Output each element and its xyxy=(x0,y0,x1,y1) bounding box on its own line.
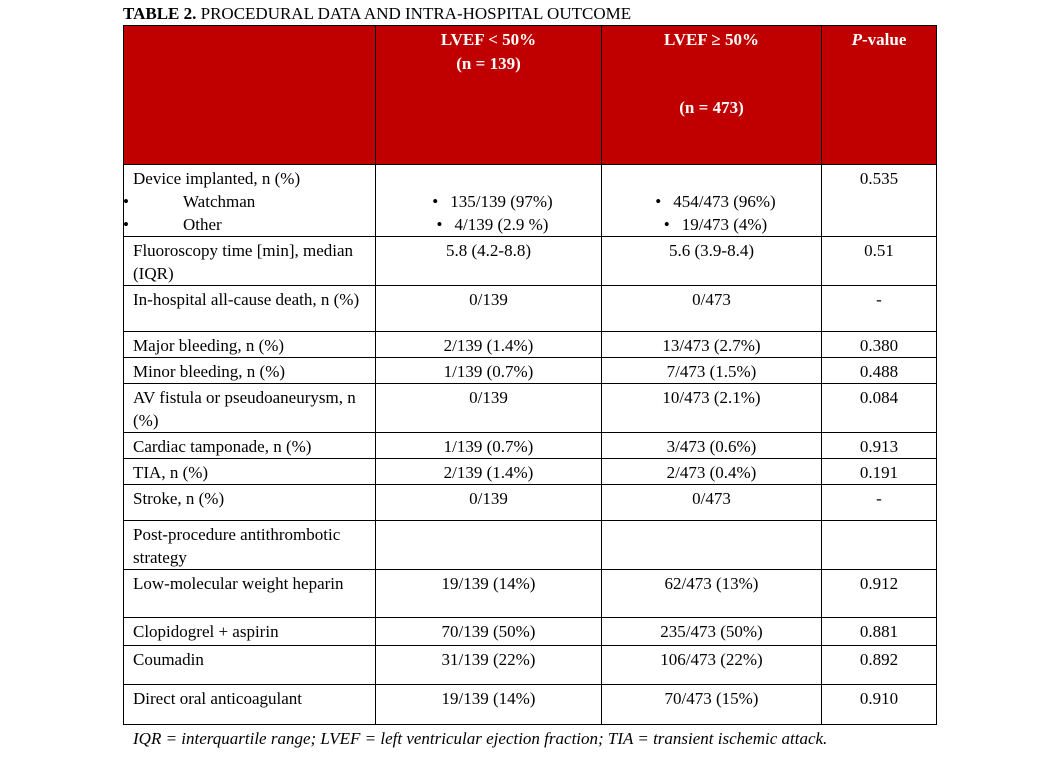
title-text: PROCEDURAL DATA AND INTRA-HOSPITAL OUTCO… xyxy=(200,4,632,23)
table-cell: Coumadin xyxy=(123,645,376,685)
table-cell: 0.488 xyxy=(821,357,937,384)
table-row: Post-procedure antithrombotic strategy xyxy=(123,520,937,570)
table-cell: TIA, n (%) xyxy=(123,458,376,485)
table-cell: 1/139 (0.7%) xyxy=(375,357,602,384)
header-cell: P-value xyxy=(821,25,937,165)
header-cell: LVEF ≥ 50% (n = 473) xyxy=(601,25,822,165)
table-cell xyxy=(375,520,602,570)
table-cell: 5.8 (4.2-8.8) xyxy=(375,236,602,286)
list-item: 454/473 (96%) xyxy=(606,190,817,213)
table-cell: 0/139 xyxy=(375,484,602,521)
table-cell: 2/139 (1.4%) xyxy=(375,331,602,358)
table-cell: 0.912 xyxy=(821,569,937,618)
header-row: LVEF < 50% (n = 139) LVEF ≥ 50% (n = 473) … xyxy=(123,25,937,165)
table-cell: Direct oral anticoagulant xyxy=(123,684,376,725)
document: TABLE 2. PROCEDURAL DATA AND INTRA-HOSPI… xyxy=(123,0,937,750)
table-cell: 2/139 (1.4%) xyxy=(375,458,602,485)
table-cell: 0/139 xyxy=(375,285,602,332)
table-row: Direct oral anticoagulant 19/139 (14%) 70/… xyxy=(123,684,937,725)
table-cell: In-hospital all-cause death, n (%) xyxy=(123,285,376,332)
table-cell: 0.191 xyxy=(821,458,937,485)
table-cell xyxy=(601,520,822,570)
table-cell: 2/473 (0.4%) xyxy=(601,458,822,485)
header-text: LVEF ≥ 50% xyxy=(664,30,759,49)
list-item: 135/139 (97%) xyxy=(380,190,597,213)
header-text: (n = 473) xyxy=(679,98,744,117)
table: LVEF < 50% (n = 139) LVEF ≥ 50% (n = 473) … xyxy=(123,25,937,725)
table-row: In-hospital all-cause death, n (%) 0/139 0… xyxy=(123,285,937,332)
table-cell: 0.910 xyxy=(821,684,937,725)
table-row: Stroke, n (%) 0/139 0/473- xyxy=(123,484,937,521)
table-cell: 31/139 (22%) xyxy=(375,645,602,685)
footnote: IQR = interquartile range; LVEF = left v… xyxy=(133,729,828,748)
table-row: Device implanted, n (%) WatchmanOther 13… xyxy=(123,164,937,237)
table-cell: 0/473 xyxy=(601,484,822,521)
table-row: Minor bleeding, n (%) 1/139 (0.7%) 7/473 (… xyxy=(123,357,937,384)
table-cell: 1/139 (0.7%) xyxy=(375,432,602,459)
table-cell: 3/473 (0.6%) xyxy=(601,432,822,459)
table-row: TIA, n (%) 2/139 (1.4%) 2/473 (0.4%) 0.191 xyxy=(123,458,937,485)
table-cell: - xyxy=(821,285,937,332)
table-cell: 0.913 xyxy=(821,432,937,459)
table-cell: 235/473 (50%) xyxy=(601,617,822,646)
list-item: Other xyxy=(157,213,371,236)
table-cell: 0/139 xyxy=(375,383,602,433)
header-text: -value xyxy=(862,30,907,49)
table-cell: Cardiac tamponade, n (%) xyxy=(123,432,376,459)
header-text: (n = 139) xyxy=(456,54,521,73)
table-cell: AV fistula or pseudoaneurysm, n (%) xyxy=(123,383,376,433)
table-cell: 5.6 (3.9-8.4) xyxy=(601,236,822,286)
title-label: TABLE 2. xyxy=(123,4,197,23)
table-row: Clopidogrel + aspirin 70/139 (50%) 235/473… xyxy=(123,617,937,646)
table-cell: Clopidogrel + aspirin xyxy=(123,617,376,646)
header-text: LVEF < 50% xyxy=(440,30,537,49)
table-cell: 0.892 xyxy=(821,645,937,685)
table-row: Fluoroscopy time [min], median (IQR) 5.8 … xyxy=(123,236,937,286)
list-item: Watchman xyxy=(157,190,371,213)
table-body: Device implanted, n (%) WatchmanOther 13… xyxy=(123,164,937,725)
table-cell: 0.535 xyxy=(821,164,937,237)
table-cell: 70/139 (50%) xyxy=(375,617,602,646)
table-row: Cardiac tamponade, n (%) 1/139 (0.7%) 3/47… xyxy=(123,432,937,459)
table-cell: Stroke, n (%) xyxy=(123,484,376,521)
table-cell: Low-molecular weight heparin xyxy=(123,569,376,618)
table-cell: 0.881 xyxy=(821,617,937,646)
table-cell: 0/473 xyxy=(601,285,822,332)
table-cell: Device implanted, n (%) WatchmanOther xyxy=(123,164,376,237)
table-cell: 10/473 (2.1%) xyxy=(601,383,822,433)
header-cell: LVEF < 50% (n = 139) xyxy=(375,25,602,165)
table-cell: 0.380 xyxy=(821,331,937,358)
table-row: AV fistula or pseudoaneurysm, n (%) 0/139… xyxy=(123,383,937,433)
table-cell: 62/473 (13%) xyxy=(601,569,822,618)
table-cell: - xyxy=(821,484,937,521)
table-row: Major bleeding, n (%) 2/139 (1.4%) 13/473 … xyxy=(123,331,937,358)
table-cell: Minor bleeding, n (%) xyxy=(123,357,376,384)
table-title: TABLE 2. PROCEDURAL DATA AND INTRA-HOSPI… xyxy=(123,0,936,25)
table-cell: 19/139 (14%) xyxy=(375,569,602,618)
table-cell: 70/473 (15%) xyxy=(601,684,822,725)
table-cell: 135/139 (97%)4/139 (2.9 %) xyxy=(375,164,602,237)
header-text: P xyxy=(851,30,862,49)
header-cell xyxy=(123,25,376,165)
table-cell: 13/473 (2.7%) xyxy=(601,331,822,358)
list-item: 19/473 (4%) xyxy=(606,213,817,236)
table-cell: 454/473 (96%)19/473 (4%) xyxy=(601,164,822,237)
table-row: Coumadin 31/139 (22%) 106/473 (22%) 0.892 xyxy=(123,645,937,685)
table-cell: 7/473 (1.5%) xyxy=(601,357,822,384)
table-cell: 106/473 (22%) xyxy=(601,645,822,685)
table-cell: 0.084 xyxy=(821,383,937,433)
table-cell: 19/139 (14%) xyxy=(375,684,602,725)
table-cell xyxy=(821,520,937,570)
row-label: Device implanted, n (%) xyxy=(133,169,301,188)
table-cell: Fluoroscopy time [min], median (IQR) xyxy=(123,236,376,286)
table-cell: Major bleeding, n (%) xyxy=(123,331,376,358)
list-item: 4/139 (2.9 %) xyxy=(380,213,597,236)
table-cell: 0.51 xyxy=(821,236,937,286)
table-cell: Post-procedure antithrombotic strategy xyxy=(123,520,376,570)
table-row: Low-molecular weight heparin 19/139 (14%)… xyxy=(123,569,937,618)
